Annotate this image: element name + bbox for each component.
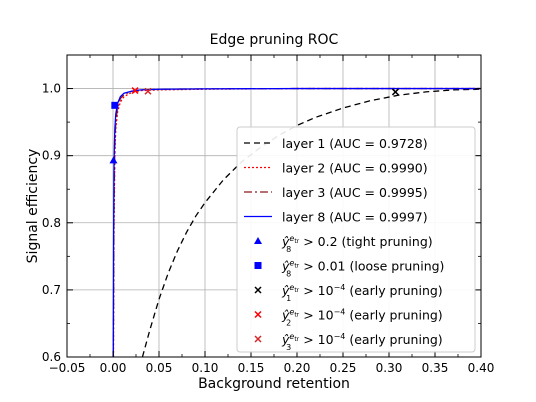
x-tick-label: 0.20: [284, 361, 311, 375]
y-axis-label: Signal efficiency: [25, 149, 41, 264]
legend-label-marker-3: ŷetr 1 > 10−4 (early pruning): [281, 283, 443, 303]
x-tick-label: 0.25: [330, 361, 357, 375]
y-tick-label: 0.9: [42, 149, 61, 163]
x-tick-label: 0.00: [100, 361, 127, 375]
legend-label-marker-2: ŷetr 8 > 0.01 (loose pruning): [281, 259, 444, 279]
x-tick-labels: −0.05 0.00 0.05 0.10 0.15 0.20 0.25 0.30 0.35 0.4…: [49, 361, 495, 375]
legend-label-marker-5: ŷetr 3 > 10−4 (early pruning): [281, 332, 443, 352]
legend-label-layer-3: layer 3 (AUC = 0.9995): [282, 185, 428, 200]
legend-label-marker-1: ŷetr 8 > 0.2 (tight pruning): [281, 234, 433, 254]
x-tick-label: 0.10: [192, 361, 219, 375]
x-tick-label: 0.05: [146, 361, 173, 375]
legend-marker-1: [254, 237, 262, 244]
y-tick-label: 0.8: [42, 216, 61, 230]
legend-label-layer-2: layer 2 (AUC = 0.9990): [282, 161, 428, 176]
y-tick-labels: 0.6 0.7 0.8 0.9 1.0: [42, 82, 61, 364]
x-tick-label: 0.40: [468, 361, 495, 375]
x-tick-label: −0.05: [49, 361, 86, 375]
x-tick-label: 0.35: [422, 361, 449, 375]
chart-title: Edge pruning ROC: [210, 32, 339, 48]
legend-box: [236, 126, 476, 353]
legend-label-marker-4: ŷetr 2 > 10−4 (early pruning): [281, 308, 443, 328]
data-point-4: [131, 87, 139, 95]
legend: layer 1 (AUC = 0.9728) layer 2 (AUC = 0.9…: [236, 126, 476, 353]
data-point-1: [109, 156, 118, 164]
y-tick-label: 1.0: [42, 82, 61, 96]
data-point-2: [111, 101, 119, 109]
legend-marker-5: [254, 335, 262, 343]
legend-marker-3: [254, 286, 262, 294]
series-line-layer-4: [112, 87, 481, 358]
legend-marker-2: [254, 262, 262, 269]
axis-ticks: [66, 55, 482, 358]
legend-label-layer-4: layer 8 (AUC = 0.9997): [282, 210, 428, 225]
x-tick-label: 0.30: [376, 361, 403, 375]
x-axis-label: Background retention: [198, 376, 350, 392]
data-point-3: [391, 88, 399, 96]
legend-label-layer-1: layer 1 (AUC = 0.9728): [282, 136, 428, 151]
data-point-5: [144, 87, 152, 95]
y-tick-label: 0.6: [42, 350, 61, 364]
x-tick-label: 0.15: [238, 361, 265, 375]
y-tick-label: 0.7: [42, 283, 61, 297]
marker-points: [109, 87, 399, 164]
legend-marker-4: [254, 310, 262, 319]
